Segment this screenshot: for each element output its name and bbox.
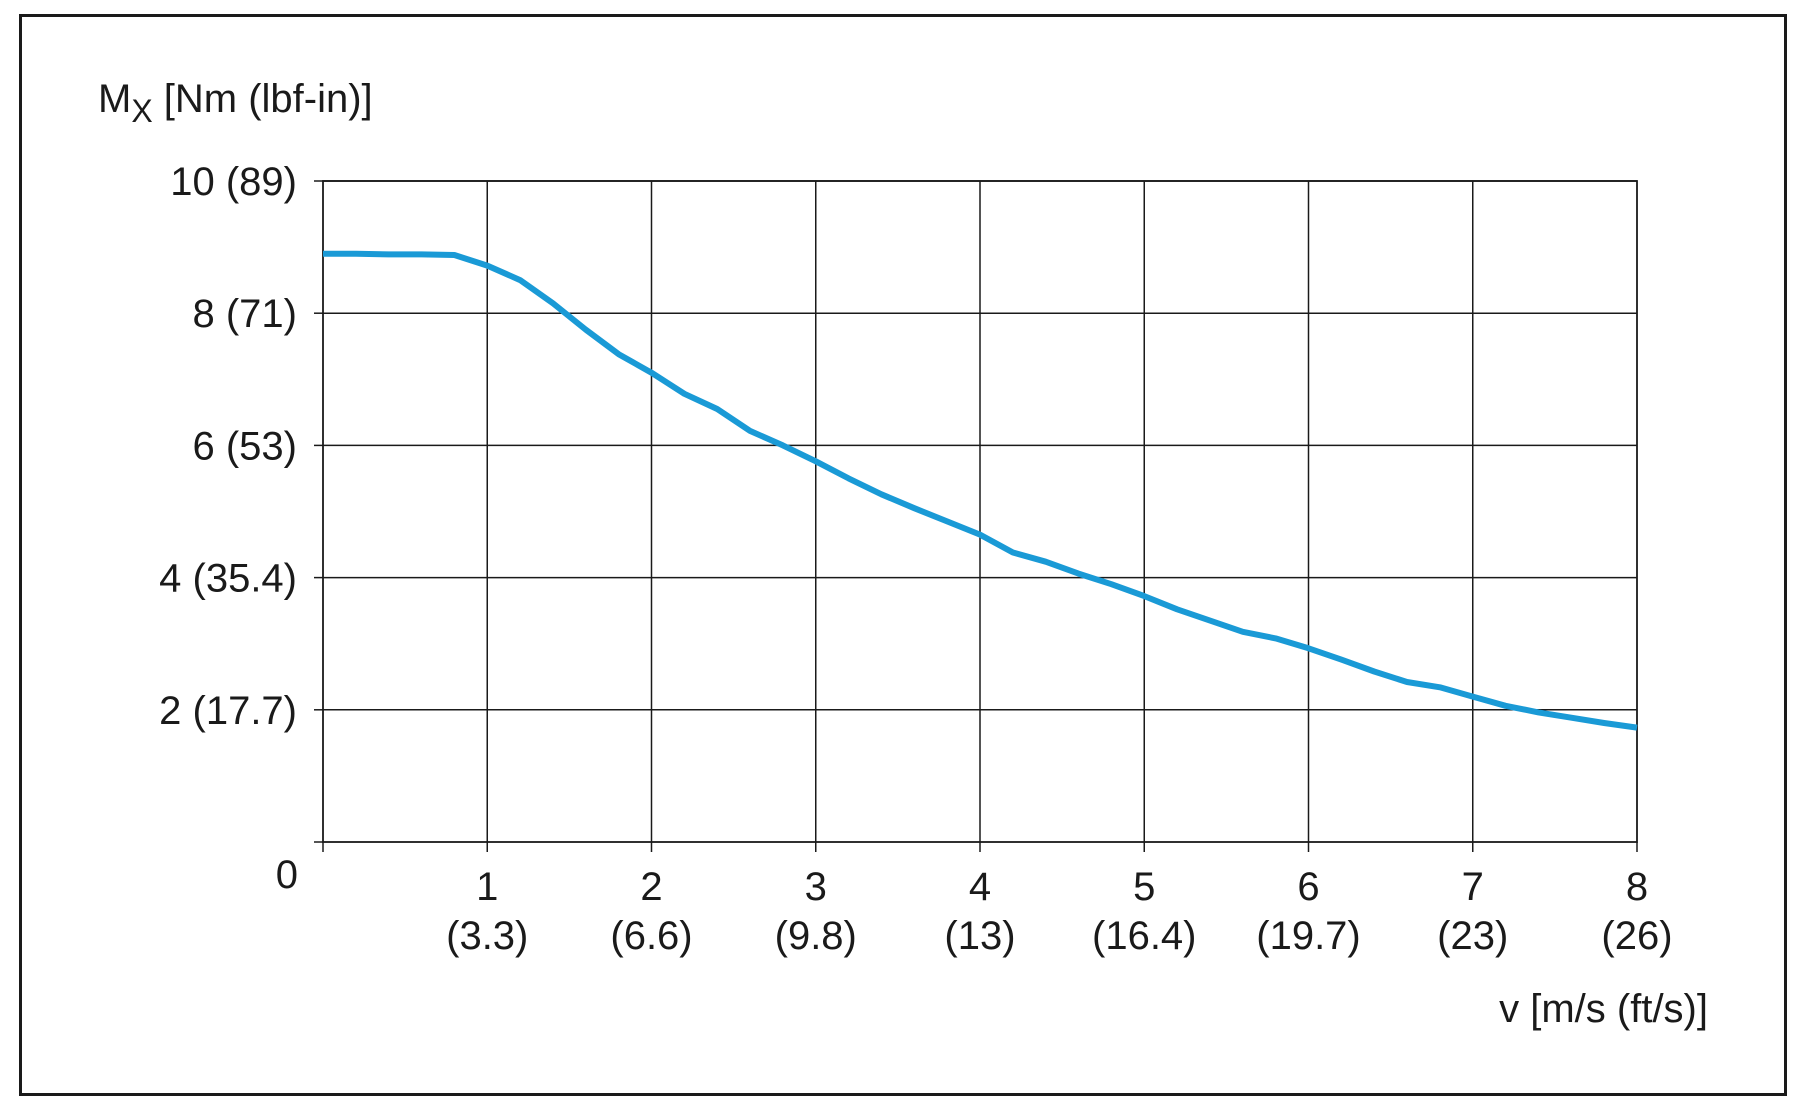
x-tick-sublabel: (23) xyxy=(1437,914,1508,958)
series-group xyxy=(323,250,1638,731)
series-line xyxy=(323,250,1638,731)
x-tick-label: 5 xyxy=(1133,865,1155,909)
x-tick-label: 3 xyxy=(805,865,827,909)
y-tick-label: 4 (35.4) xyxy=(159,557,297,601)
plot-border xyxy=(322,180,1638,843)
x-tick-label: 7 xyxy=(1462,865,1484,909)
x-axis-title: v [m/s (ft/s)] xyxy=(1499,987,1708,1031)
y-axis-title: MX [Nm (lbf-in)] xyxy=(98,77,373,129)
x-tick-sublabel: (26) xyxy=(1601,914,1672,958)
grid xyxy=(323,180,1637,842)
x-tick-sublabel: (9.8) xyxy=(775,914,857,958)
y-tick-label: 8 (71) xyxy=(193,292,298,336)
y-axis-title-sub: X xyxy=(131,93,152,129)
axes xyxy=(314,180,1638,852)
x-tick-sublabel: (19.7) xyxy=(1256,914,1361,958)
y-tick-label: 2 (17.7) xyxy=(159,689,297,733)
x-tick-label: 2 xyxy=(640,865,662,909)
x-tick-sublabel: (16.4) xyxy=(1092,914,1197,958)
y-tick-label: 6 (53) xyxy=(193,424,298,468)
x-tick-sublabel: (3.3) xyxy=(446,914,528,958)
y-tick-label: 0 xyxy=(276,853,298,897)
y-tick-label: 10 (89) xyxy=(170,160,297,204)
chart-frame xyxy=(19,14,1787,1096)
x-tick-sublabel: (13) xyxy=(944,914,1015,958)
y-axis-title-rest: [Nm (lbf-in)] xyxy=(153,77,373,121)
x-tick-label: 6 xyxy=(1297,865,1319,909)
x-tick-label: 4 xyxy=(969,865,991,909)
x-tick-sublabel: (6.6) xyxy=(610,914,692,958)
y-axis-title-main: M xyxy=(98,77,131,121)
x-tick-label: 1 xyxy=(476,865,498,909)
labels: 0 2 (17.7) 4 (35.4) 6 (53) 8 (71) 10 (89) 1 (3.… xyxy=(159,160,1672,958)
x-tick-label: 8 xyxy=(1626,865,1648,909)
